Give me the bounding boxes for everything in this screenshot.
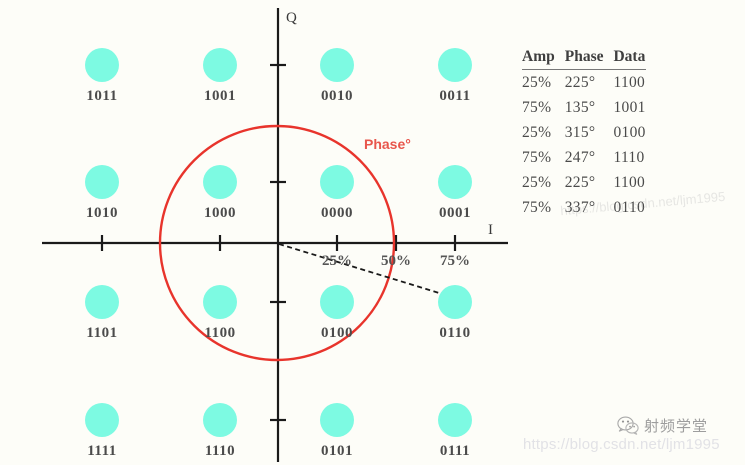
constellation-dot	[438, 285, 472, 319]
amp-phase-data-table-wrapper: Amp Phase Data 25% 225° 1100 75% 135° 10…	[522, 48, 722, 220]
phase-annotation-label: Phase°	[364, 136, 411, 152]
constellation-dot	[85, 403, 119, 437]
cell-phase: 315°	[564, 123, 596, 141]
cell-amp: 25%	[522, 173, 552, 191]
constellation-dot-label: 1010	[86, 205, 118, 221]
cell-data: 1001	[613, 98, 646, 116]
constellation-dot	[438, 403, 472, 437]
constellation-dot-label: 1011	[86, 88, 118, 104]
constellation-dot-label: 0111	[439, 443, 471, 459]
wechat-icon	[617, 416, 639, 435]
constellation-dot-label: 0011	[439, 88, 471, 104]
cell-amp: 25%	[522, 123, 552, 141]
cell-amp: 75%	[522, 198, 552, 216]
constellation-dot-label: 1111	[87, 443, 117, 459]
constellation-dot	[438, 48, 472, 82]
constellation-dot-label: 0000	[321, 205, 353, 221]
constellation-dot-label: 1101	[86, 325, 118, 341]
constellation-dot	[320, 165, 354, 199]
brand-watermark-text: 射频学堂	[644, 417, 709, 435]
cell-phase: 337°	[564, 198, 596, 216]
constellation-dot	[320, 403, 354, 437]
table-header-row: Amp Phase Data	[522, 48, 646, 70]
constellation-dot-label: 1110	[204, 443, 236, 459]
cell-amp: 25%	[522, 73, 552, 91]
cell-phase: 225°	[564, 173, 596, 191]
q-axis-label: Q	[286, 10, 297, 26]
table-row: 75% 247° 1110	[522, 145, 646, 170]
i-axis-label: I	[488, 222, 493, 238]
constellation-dot-label: 1000	[204, 205, 236, 221]
constellation-dot	[85, 165, 119, 199]
constellation-dot-label: 0100	[321, 325, 353, 341]
constellation-dot	[85, 48, 119, 82]
column-header-amp: Amp	[522, 48, 565, 70]
plot-axes-and-circle	[42, 8, 508, 462]
cell-data: 1100	[613, 173, 646, 191]
cell-phase: 225°	[564, 73, 596, 91]
table-row: 25% 225° 1100	[522, 170, 646, 195]
constellation-dot-label: 1100	[204, 325, 236, 341]
cell-amp: 75%	[522, 148, 552, 166]
constellation-dot-label: 0001	[439, 205, 471, 221]
amp-tick-label-25: 25%	[322, 253, 352, 269]
cell-amp: 75%	[522, 98, 552, 116]
cell-data: 1110	[613, 148, 645, 166]
constellation-dot	[203, 285, 237, 319]
constellation-dot	[203, 48, 237, 82]
table-row: 75% 135° 1001	[522, 95, 646, 120]
column-header-data: Data	[613, 48, 646, 70]
constellation-dot	[320, 285, 354, 319]
constellation-dot	[438, 165, 472, 199]
cell-data: 1100	[613, 73, 646, 91]
table-row: 75% 337° 0110	[522, 195, 646, 220]
constellation-dot-label: 0101	[321, 443, 353, 459]
constellation-dot-label: 0110	[439, 325, 471, 341]
table-row: 25% 225° 1100	[522, 70, 646, 96]
brand-watermark: 射频学堂	[617, 415, 708, 436]
constellation-dot	[320, 48, 354, 82]
cell-data: 0110	[613, 198, 646, 216]
constellation-dot-label: 1001	[204, 88, 236, 104]
cell-data: 0100	[613, 123, 646, 141]
constellation-plot: Q I Phase° 25% 50% 75% 1011 1001 0010 00…	[42, 8, 508, 462]
amp-tick-label-50: 50%	[381, 253, 411, 269]
constellation-dot	[85, 285, 119, 319]
constellation-dot	[203, 403, 237, 437]
constellation-dot	[203, 165, 237, 199]
table-row: 25% 315° 0100	[522, 120, 646, 145]
amp-tick-label-75: 75%	[440, 253, 470, 269]
column-header-phase: Phase	[564, 48, 614, 70]
cell-phase: 247°	[564, 148, 596, 166]
cell-phase: 135°	[564, 98, 596, 116]
amplitude-reference-circle	[158, 124, 396, 362]
constellation-dot-label: 0010	[321, 88, 353, 104]
amp-phase-data-table: Amp Phase Data 25% 225° 1100 75% 135° 10…	[522, 48, 646, 220]
url-watermark: https://blog.csdn.net/ljm1995	[523, 436, 720, 453]
phase-vector-line	[278, 243, 463, 301]
